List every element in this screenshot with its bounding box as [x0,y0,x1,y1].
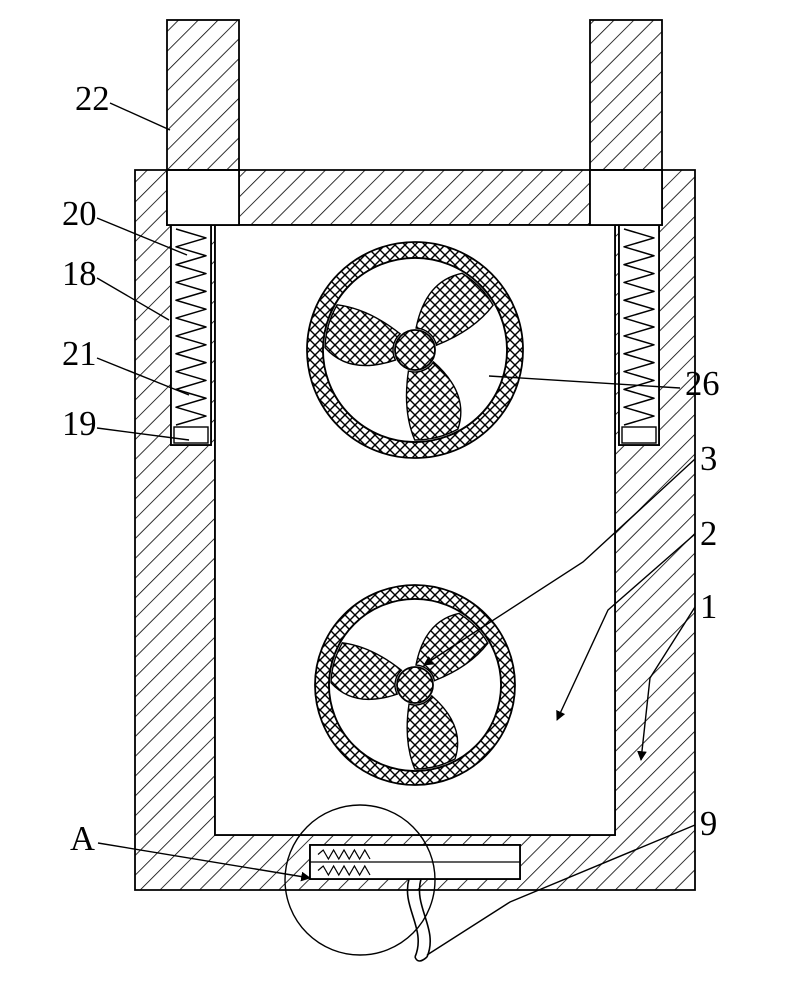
label-A: A [70,820,95,858]
fan-upper [307,242,523,458]
label-20: 20 [62,195,97,233]
spring-plunger-left [174,427,208,443]
spring-plunger-right [622,427,656,443]
outlet-pipe-tip [415,957,427,961]
label-2: 2 [700,515,717,553]
post-hole-left [167,170,239,225]
top-post-left [167,20,239,170]
label-26: 26 [685,365,720,403]
label-9: 9 [700,805,717,843]
label-22: 22 [75,80,110,118]
top-post-right [590,20,662,170]
engineering-diagram: 2220182119263219A [0,0,807,1000]
post-hole-right [590,170,662,225]
label-18: 18 [62,255,97,293]
fan-lower [315,585,515,785]
label-21: 21 [62,335,97,373]
label-19: 19 [62,405,97,443]
label-1: 1 [700,588,717,626]
leader-22 [110,103,170,130]
label-3: 3 [700,440,717,478]
